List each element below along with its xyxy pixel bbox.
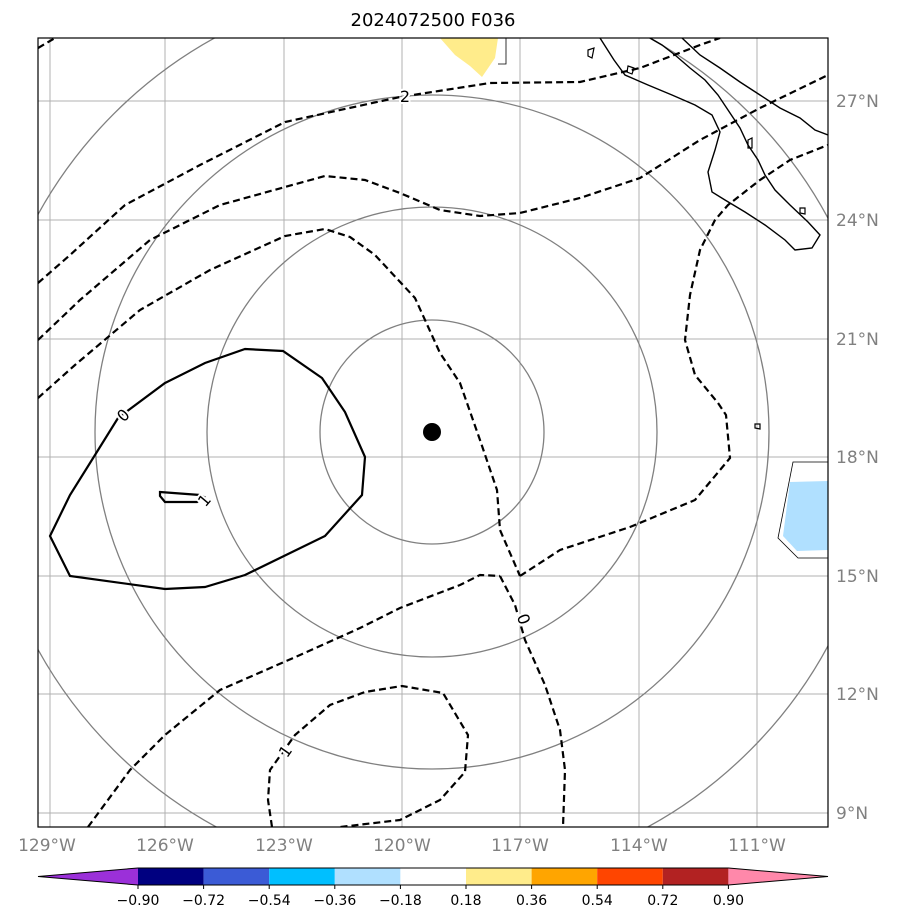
- map-frame: [37, 37, 829, 828]
- storm-center-marker: [423, 423, 441, 441]
- lon-label-117w: 117°W: [491, 836, 549, 856]
- colorbar-tick-label: 0.36: [516, 893, 547, 909]
- colorbar-ticks: −0.90 −0.72 −0.54 −0.36 −0.18 0.18 0.36 0.54 0.7…: [117, 885, 744, 909]
- lon-label-126w: 126°W: [136, 836, 194, 856]
- lat-label-27n: 27°N: [836, 92, 879, 112]
- colorbar-tick-label: −0.36: [313, 893, 356, 909]
- colorbar-tick-label: 0.90: [713, 893, 744, 909]
- lat-label-9n: 9°N: [836, 804, 868, 824]
- lon-label-123w: 123°W: [255, 836, 313, 856]
- colorbar-segment: [597, 868, 663, 885]
- negative-shading-east: [783, 481, 828, 551]
- colorbar-segments: [37, 867, 829, 886]
- lon-label-129w: 129°W: [18, 836, 76, 856]
- land-region-north: [440, 38, 507, 65]
- island-1: [587, 47, 595, 59]
- colorbar-segment: [334, 868, 401, 885]
- lon-labels: 129°W 126°W 123°W 120°W 117°W 114°W 111°…: [18, 836, 786, 856]
- colorbar-segment: [269, 868, 335, 885]
- colorbar-tick-label: 0.18: [450, 893, 481, 909]
- colorbar: −0.90 −0.72 −0.54 −0.36 −0.18 0.18 0.36 0.54 0.7…: [37, 867, 829, 909]
- coastline-baja: [599, 38, 821, 251]
- graticule: [38, 38, 828, 827]
- colorbar-segment: [728, 868, 828, 885]
- colorbar-segment: [531, 868, 598, 885]
- contour-label-2: 2: [400, 87, 410, 106]
- dashed-contours: [38, 38, 828, 827]
- colorbar-segment: [203, 868, 270, 885]
- lat-label-15n: 15°N: [836, 567, 879, 587]
- lon-label-120w: 120°W: [373, 836, 431, 856]
- island-4: [747, 137, 753, 149]
- contour-labels: 2 0 1 0 1: [111, 85, 536, 763]
- colorbar-tick-label: −0.90: [117, 893, 160, 909]
- contour-label-0-dashed: 0: [513, 611, 534, 627]
- colorbar-segment: [662, 868, 729, 885]
- colorbar-segment: [38, 868, 138, 885]
- colorbar-tick-label: −0.72: [182, 893, 225, 909]
- colorbar-tick-label: 0.72: [647, 893, 678, 909]
- lat-label-12n: 12°N: [836, 685, 879, 705]
- colorbar-segment: [466, 868, 532, 885]
- lat-labels: 27°N 24°N 21°N 18°N 15°N 12°N 9°N: [836, 92, 879, 824]
- map-title: 2024072500 F036: [351, 10, 516, 31]
- lat-label-24n: 24°N: [836, 211, 879, 231]
- solid-contours: [48, 347, 367, 591]
- map-area: 2 0 1 0 1: [38, 38, 828, 827]
- lon-label-114w: 114°W: [610, 836, 668, 856]
- island-3: [754, 423, 761, 430]
- colorbar-tick-label: 0.54: [582, 893, 613, 909]
- lon-label-111w: 111°W: [728, 836, 786, 856]
- contour-label-1-small: 1: [194, 490, 215, 510]
- range-rings: [38, 38, 828, 827]
- coastline-mainland: [681, 38, 828, 136]
- colorbar-tick-label: −0.18: [379, 893, 422, 909]
- positive-shading-top: [440, 38, 498, 77]
- lat-label-21n: 21°N: [836, 330, 879, 350]
- colorbar-segment: [400, 868, 466, 885]
- lat-label-18n: 18°N: [836, 448, 879, 468]
- island-5: [799, 207, 806, 215]
- colorbar-segment: [138, 868, 204, 885]
- colorbar-tick-label: −0.54: [248, 893, 291, 909]
